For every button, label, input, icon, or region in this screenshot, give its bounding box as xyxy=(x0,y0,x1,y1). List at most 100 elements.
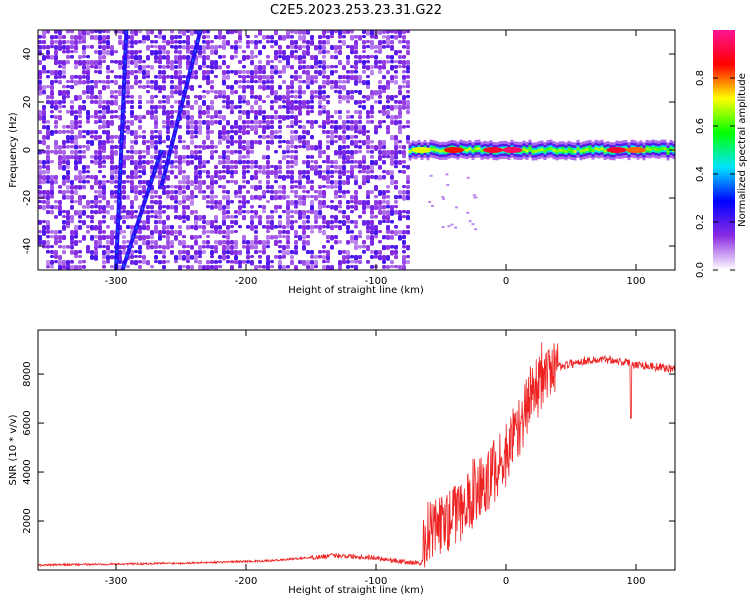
heat-cell-402 xyxy=(86,165,90,169)
heat-cell-1565 xyxy=(234,45,238,51)
heat-cell-315 xyxy=(74,235,78,239)
heat-cell-1595 xyxy=(238,45,242,49)
heat-cell-567 xyxy=(106,180,110,183)
heat-cell-608 xyxy=(110,265,114,269)
heat-cell-203 xyxy=(62,145,66,149)
heat-cell-2364 xyxy=(334,215,338,221)
heat-cell-1371 xyxy=(206,230,210,234)
heat-cell-1181 xyxy=(182,215,186,220)
heat-cell-728 xyxy=(126,215,130,220)
heat-cell-1234 xyxy=(190,125,194,130)
heat-cell-1248 xyxy=(190,245,194,250)
heat-cell-687 xyxy=(122,155,126,161)
heat-cell-241 xyxy=(66,175,70,181)
heat-cell-540 xyxy=(102,220,106,224)
heat-cell-1585 xyxy=(234,220,238,226)
heat-cell-167 xyxy=(58,110,62,114)
heat-cell-533 xyxy=(102,180,106,186)
heat-cell-2035 xyxy=(294,90,298,94)
heat-cell-1455 xyxy=(218,175,222,181)
heat-cell-337 xyxy=(78,155,82,161)
heat-cell-514 xyxy=(102,50,106,55)
heat-cell-2105 xyxy=(302,130,306,135)
heat-cell-555 xyxy=(106,75,110,80)
heat-cell-739 xyxy=(130,55,134,60)
heat-cell-303 xyxy=(74,145,78,150)
heat-cell-933 xyxy=(154,105,158,110)
heat-cell-329 xyxy=(78,110,82,115)
heat-cell-1717 xyxy=(250,260,254,266)
heat-cell-468 xyxy=(94,245,98,251)
heat-cell-1154 xyxy=(178,250,182,255)
heat-cell-2675 xyxy=(374,235,378,239)
heat-cell-1786 xyxy=(262,110,266,115)
heat-cell-2650 xyxy=(370,240,374,246)
heat-cell-1987 xyxy=(286,250,290,256)
heat-cell-2054 xyxy=(294,220,298,224)
heat-cell-736 xyxy=(130,40,134,45)
heat-cell-1566 xyxy=(234,50,238,54)
heat-cell-2551 xyxy=(358,170,362,174)
heat-cell-497 xyxy=(98,180,102,185)
heat-cell-2275 xyxy=(322,245,326,249)
heat-cell-1396 xyxy=(210,180,214,186)
heat-cell-600 xyxy=(110,195,114,199)
heat-cell-226 xyxy=(66,60,70,65)
heat-cell-2291 xyxy=(326,120,330,125)
heat-cell-1130 xyxy=(178,65,182,69)
heat-cell-2373 xyxy=(338,50,342,55)
heat-cell-663 xyxy=(118,250,122,256)
heat-cell-1779 xyxy=(262,45,266,50)
heat-cell-94 xyxy=(46,265,50,269)
heat-cell-979 xyxy=(158,165,162,171)
heat-cell-396 xyxy=(86,110,90,116)
heat-cell-801 xyxy=(138,30,142,34)
heat-cell-2304 xyxy=(326,220,330,226)
heat-cell-2362 xyxy=(334,195,338,199)
signal-peak-3 xyxy=(502,147,523,153)
heat-cell-1029 xyxy=(162,260,166,264)
heat-cell-2898 xyxy=(406,45,410,50)
heat-cell-2631 xyxy=(370,110,374,115)
heat-cell-2257 xyxy=(322,105,326,111)
heat-cell-515 xyxy=(102,55,106,60)
heat-cell-211 xyxy=(62,195,66,200)
heat-cell-2230 xyxy=(318,170,322,176)
heat-cell-446 xyxy=(94,80,98,86)
heat-cell-2335 xyxy=(330,220,334,225)
heat-cell-2019 xyxy=(290,190,294,193)
heat-cell-1947 xyxy=(282,225,286,230)
heat-cell-2477 xyxy=(350,125,354,131)
heat-cell-1402 xyxy=(210,220,214,226)
heat-cell-1172 xyxy=(182,170,186,174)
heat-cell-140 xyxy=(54,130,58,134)
heat-cell-2103 xyxy=(302,105,306,109)
heat-cell-1303 xyxy=(198,180,202,186)
heat-cell-2319 xyxy=(330,85,334,90)
heat-cell-964 xyxy=(158,55,162,61)
heat-cell-563 xyxy=(106,130,110,136)
heat-cell-509 xyxy=(98,245,102,249)
heat-cell-2195 xyxy=(314,90,318,94)
heat-cell-1537 xyxy=(230,70,234,74)
heat-cell-139 xyxy=(54,125,58,129)
heat-cell-290 xyxy=(74,45,78,51)
heat-cell-447 xyxy=(94,85,98,89)
heat-cell-2906 xyxy=(406,90,410,94)
heat-cell-2372 xyxy=(338,45,342,50)
heat-cell-460 xyxy=(94,190,98,194)
heat-cell-866 xyxy=(146,45,150,51)
heat-cell-1873 xyxy=(274,90,278,96)
heat-cell-327 xyxy=(78,95,82,101)
heat-cell-2467 xyxy=(350,35,354,41)
heat-cell-348 xyxy=(78,225,82,230)
heat-cell-2052 xyxy=(294,205,298,209)
heat-cell-1937 xyxy=(282,105,286,109)
heat-cell-1856 xyxy=(270,170,274,175)
heat-cell-595 xyxy=(110,165,114,171)
heat-cell-2202 xyxy=(314,190,318,194)
heat-cell-252 xyxy=(66,265,70,270)
heat-cell-2824 xyxy=(394,195,398,200)
heat-cell-1672 xyxy=(246,150,250,155)
heat-cell-370 xyxy=(82,145,86,148)
